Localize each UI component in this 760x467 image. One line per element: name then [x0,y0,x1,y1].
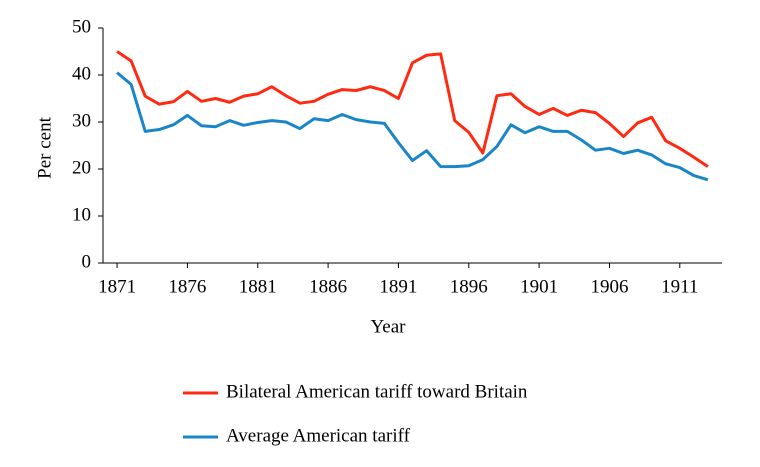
y-tick-label: 20 [72,157,91,178]
x-tick-label: 1876 [168,276,206,297]
x-tick-label: 1896 [450,276,488,297]
x-tick-label: 1886 [309,276,347,297]
x-tick-label: 1881 [239,276,277,297]
x-tick-label: 1911 [661,276,698,297]
legend-label: Bilateral American tariff toward Britain [226,381,528,402]
data-line [116,71,709,182]
y-tick-label: 40 [72,63,91,84]
x-tick-label: 1891 [379,276,417,297]
y-tick-label: 30 [72,110,91,131]
y-tick-label: 50 [72,16,91,37]
legend-label: Average American tariff [226,425,411,446]
y-tick-label: 0 [82,251,92,272]
x-tick-label: 1901 [520,276,558,297]
x-tick-label: 1906 [590,276,628,297]
y-axis-label: Per cent [34,116,55,178]
x-tick-label: 1871 [98,276,136,297]
x-axis-label: Year [370,316,406,337]
data-line [116,50,709,168]
y-tick-label: 10 [72,204,91,225]
